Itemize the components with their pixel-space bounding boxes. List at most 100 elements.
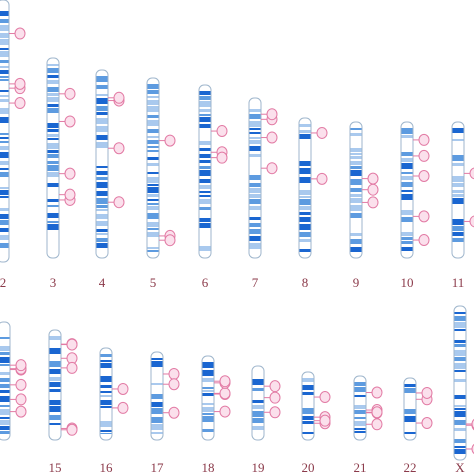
chromosome-band: [0, 39, 9, 45]
chromosome-label: 2: [0, 275, 6, 290]
chromosome-band: [249, 154, 261, 157]
chromosome-band: [401, 172, 413, 174]
chromosome-band: [0, 141, 9, 143]
chromosome-band: [147, 136, 159, 138]
chromosome-band: [151, 383, 163, 385]
chromosome-band: [0, 196, 9, 198]
chromosome-band: [96, 214, 108, 219]
chromosome-band: [0, 79, 9, 81]
chromosome-band: [47, 108, 59, 113]
chromosome-band: [350, 233, 362, 236]
chromosome-band: [147, 194, 159, 197]
chromosome-band: [249, 243, 261, 249]
chromosome-band: [47, 150, 59, 153]
locus-marker: [59, 167, 76, 180]
chromosome-band: [47, 154, 59, 158]
chromosome-band: [47, 224, 59, 230]
chromosome-band: [147, 228, 159, 230]
chromosome-band: [454, 428, 466, 431]
locus-marker: [61, 352, 78, 365]
chromosome-band: [199, 195, 211, 197]
chromosome-band: [49, 377, 61, 381]
locus-marker: [10, 359, 27, 372]
chromosome-band: [299, 168, 311, 174]
chromosome-band: [401, 163, 413, 169]
chromosome-band: [0, 11, 9, 16]
locus-marker: [10, 393, 27, 406]
chromosome-band: [199, 91, 211, 95]
chromosome-band: [199, 124, 211, 128]
chromosome-band: [454, 370, 466, 372]
locus-marker: [108, 142, 125, 155]
chromosome-band: [252, 426, 264, 430]
chromosome-band: [202, 378, 214, 382]
chromosome-band: [0, 228, 9, 232]
locus-marker: [413, 149, 430, 162]
chromosome-5: [146, 77, 176, 259]
chromosome-band: [299, 206, 311, 210]
chromosome-band: [350, 153, 362, 155]
chromosome-band: [0, 187, 9, 189]
locus-marker: [108, 91, 125, 104]
chromosome-band: [199, 117, 211, 122]
chromosome-band: [49, 382, 61, 387]
chromosome-band: [249, 132, 261, 134]
chromosome-band: [454, 408, 466, 410]
chromosome-band: [0, 243, 9, 248]
chromosome-band: [350, 205, 362, 211]
chromosome-band: [0, 90, 9, 92]
chromosome-band: [404, 384, 416, 387]
locus-marker: [413, 133, 430, 146]
chromosome-body: [99, 347, 113, 441]
chromosome-band: [249, 137, 261, 139]
chromosome-band: [199, 218, 211, 222]
locus-marker: [59, 188, 76, 201]
locus-marker: [413, 234, 430, 247]
chromosome-band: [47, 143, 59, 149]
chromosome-band: [249, 217, 261, 220]
chromosome-body: [301, 371, 315, 441]
chromosome-band: [0, 405, 10, 407]
chromosome-band: [96, 135, 108, 140]
chromosome-8: [298, 117, 328, 259]
chromosome-band: [96, 94, 108, 96]
chromosome-label: 7: [252, 275, 259, 290]
chromosome-band: [147, 120, 159, 126]
chromosome-band: [454, 379, 466, 382]
chromosome-band: [47, 221, 59, 223]
chromosome-band: [100, 421, 112, 427]
chromosome-16: [99, 347, 129, 441]
chromosome-band: [47, 205, 59, 207]
locus-marker: [10, 405, 27, 418]
chromosome-label: 15: [49, 460, 62, 474]
chromosome-band: [454, 439, 466, 443]
locus-marker: [366, 406, 383, 419]
chromosome-band: [249, 206, 261, 210]
chromosome-band: [350, 161, 362, 165]
chromosome-band: [199, 166, 211, 169]
locus-marker: [61, 338, 78, 351]
chromosome-band: [47, 123, 59, 128]
chromosome-band: [0, 51, 9, 57]
chromosome-band: [147, 115, 159, 118]
chromosome-band: [354, 431, 366, 433]
chromosome-label: 8: [302, 275, 309, 290]
chromosome-body: [201, 355, 215, 441]
chromosome-label: 4: [99, 275, 106, 290]
chromosome-band: [252, 418, 264, 423]
locus-marker: [311, 126, 328, 139]
chromosome-band: [401, 217, 413, 222]
chromosome-band: [47, 129, 59, 132]
chromosome-band: [100, 385, 112, 388]
locus-marker: [464, 167, 474, 180]
chromosome-band: [354, 387, 366, 392]
chromosome-band: [47, 80, 59, 84]
chromosome-band: [147, 247, 159, 249]
chromosome-band: [299, 134, 311, 139]
chromosome-band: [401, 237, 413, 240]
chromosome-band: [452, 128, 464, 133]
chromosome-band: [0, 214, 9, 219]
chromosome-band: [96, 182, 108, 188]
chromosome-band: [452, 219, 464, 225]
chromosome-18: [201, 355, 231, 441]
